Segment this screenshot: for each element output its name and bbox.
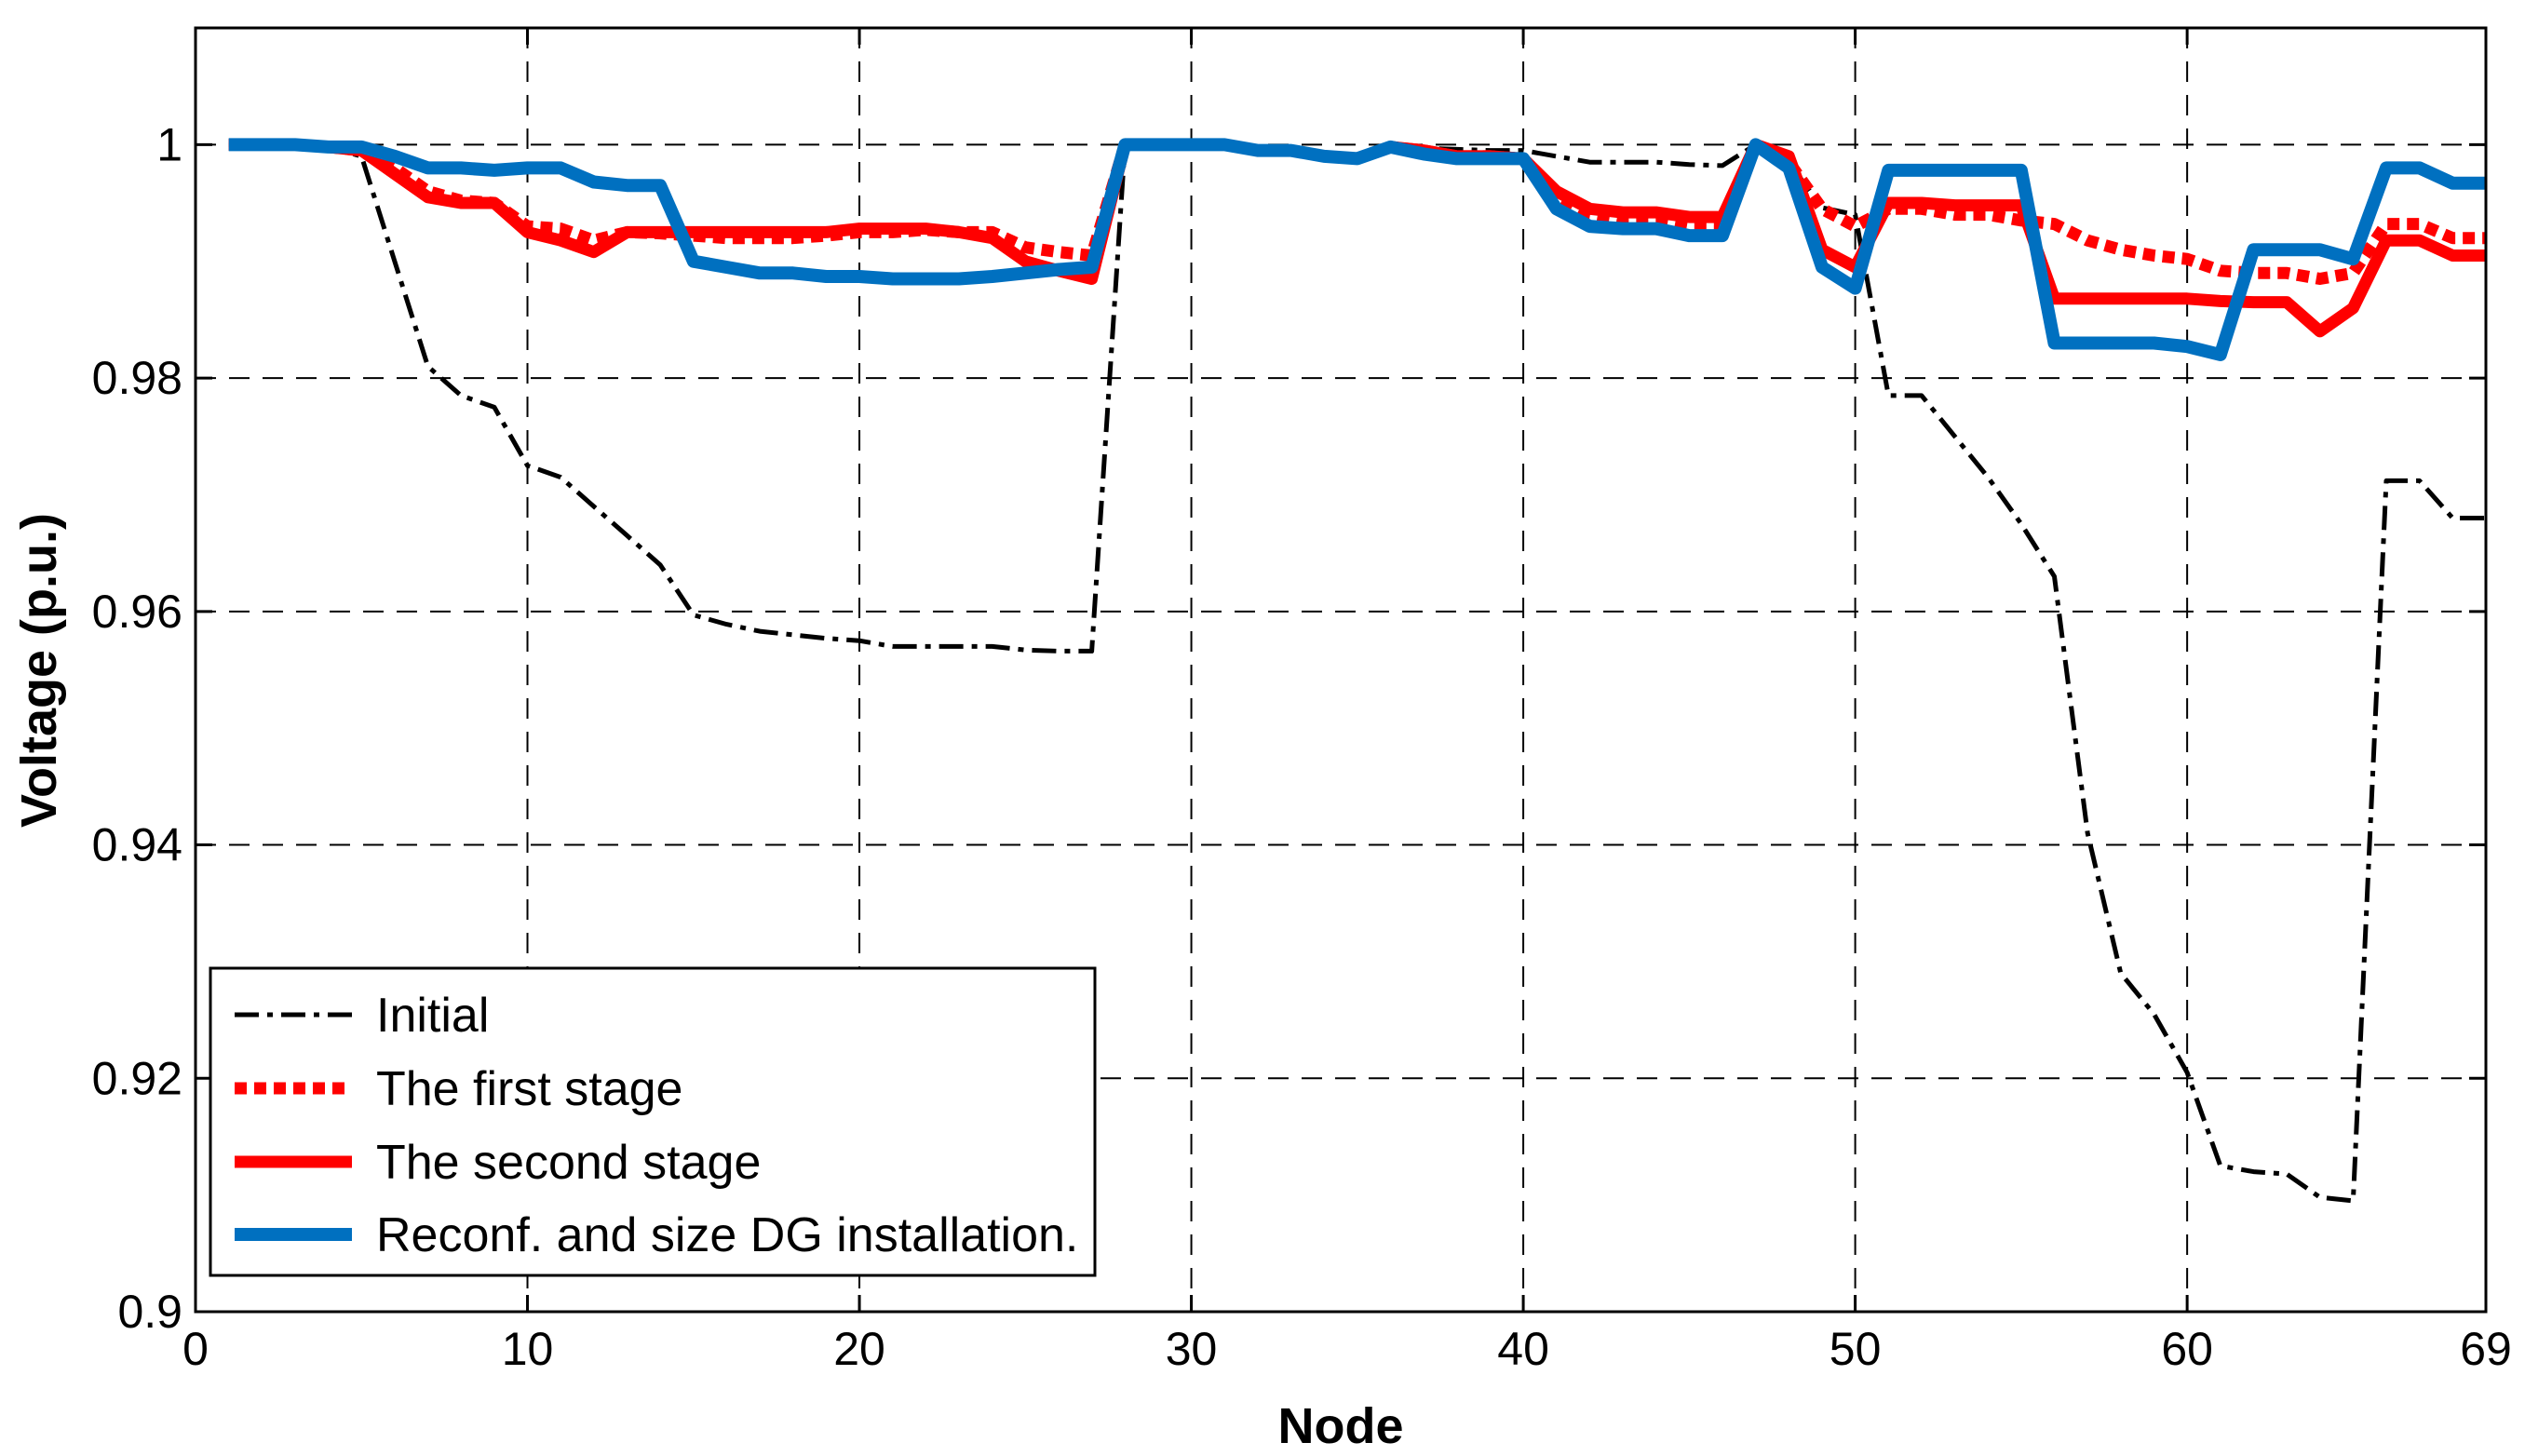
legend: Initial The first stage The second stage Re… xyxy=(209,966,1097,1277)
x-tick-label: 69 xyxy=(2460,1323,2512,1375)
x-axis-title: Node xyxy=(1278,1398,1404,1454)
x-tick-label: 20 xyxy=(833,1323,885,1375)
x-tick-label: 10 xyxy=(502,1323,554,1375)
y-tick-label: 0.98 xyxy=(92,352,182,404)
y-tick-label: 0.94 xyxy=(92,819,182,871)
series-layer xyxy=(228,138,2486,1204)
grid-lines xyxy=(196,28,2486,1312)
y-tick-label: 0.96 xyxy=(92,586,182,638)
legend-label: The second stage xyxy=(376,1136,761,1190)
y-tick-label: 0.9 xyxy=(117,1286,182,1338)
y-tick-label: 1 xyxy=(156,118,182,170)
y-tick-label: 0.92 xyxy=(92,1052,182,1104)
legend-label: The first stage xyxy=(376,1062,682,1116)
y-axis-title: Voltage (p.u.) xyxy=(11,513,67,828)
legend-label: Reconf. and size DG installation. xyxy=(376,1208,1078,1262)
legend-label: Initial xyxy=(376,989,489,1043)
y-tick-labels: 0.9 0.92 0.94 0.96 0.98 1 xyxy=(92,118,182,1338)
x-tick-labels: 0 10 20 30 40 50 60 69 xyxy=(182,1323,2512,1375)
x-tick-label: 0 xyxy=(182,1323,209,1375)
axis-ticks xyxy=(194,28,2488,1314)
plot-area-frame xyxy=(194,26,2488,1314)
series-line-4 xyxy=(228,138,2486,361)
x-tick-label: 30 xyxy=(1166,1323,1218,1375)
x-tick-label: 40 xyxy=(1497,1323,1549,1375)
x-tick-label: 60 xyxy=(2161,1323,2213,1375)
legend-box xyxy=(209,966,1097,1277)
x-tick-label: 50 xyxy=(1830,1323,1882,1375)
